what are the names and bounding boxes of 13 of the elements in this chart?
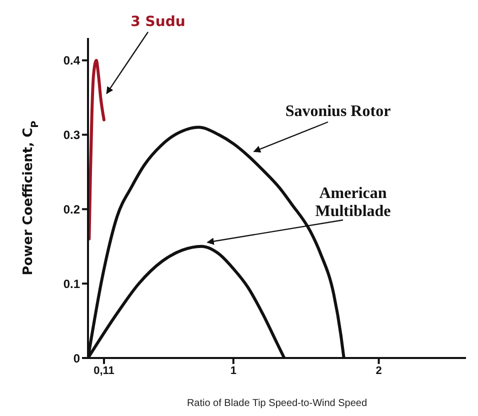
y-tick-label: 0.4 bbox=[63, 54, 80, 68]
text: 3 Sudu bbox=[130, 14, 186, 30]
line-series bbox=[88, 58, 106, 240]
x-axis-title: Ratio of Blade Tip Speed-to-Wind Speed bbox=[186, 398, 368, 409]
y-tick-label: 0.1 bbox=[63, 276, 80, 291]
x-tick-label: 1 bbox=[230, 364, 236, 377]
y-tick-label: 0 bbox=[73, 351, 80, 366]
y-tick-label: 0.3 bbox=[63, 128, 80, 142]
y-tick-label: 0.2 bbox=[63, 202, 80, 216]
x-tick-label: 2 bbox=[376, 364, 382, 377]
text: American Multiblade bbox=[315, 185, 391, 220]
text: Savonius Rotor bbox=[285, 103, 391, 120]
x-tick-label: 0,11 bbox=[94, 364, 114, 377]
